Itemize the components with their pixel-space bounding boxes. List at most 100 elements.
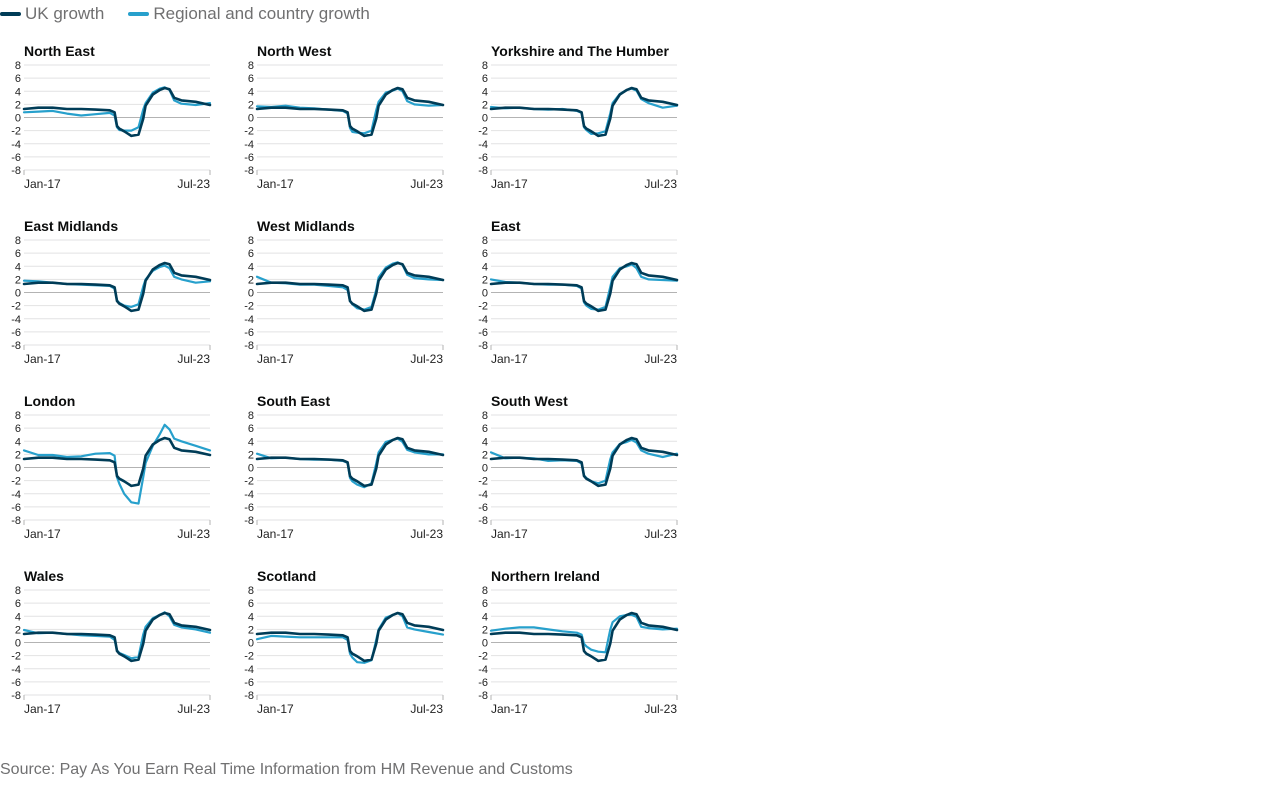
y-tick-label: 0: [248, 288, 254, 300]
panel-title: Scotland: [257, 568, 316, 584]
y-tick-label: -4: [244, 139, 254, 151]
y-tick-label: 2: [482, 99, 488, 111]
y-tick-label: -2: [478, 651, 488, 663]
regional-growth-line: [489, 613, 679, 654]
y-tick-label: 8: [248, 585, 254, 597]
y-tick-label: -8: [11, 340, 21, 352]
panel-title: Yorkshire and The Humber: [491, 43, 669, 59]
panel-title: Northern Ireland: [491, 568, 600, 584]
y-tick-label: 0: [15, 288, 21, 300]
uk-growth-line: [255, 86, 445, 138]
panel-title: East: [491, 218, 521, 234]
regional-growth-line: [22, 423, 212, 505]
y-tick-label: -4: [478, 664, 488, 676]
legend-item-uk-growth[interactable]: UK growth: [0, 4, 104, 24]
y-tick-label: -2: [478, 301, 488, 313]
y-tick-label: 0: [248, 113, 254, 125]
y-tick-label: 2: [15, 274, 21, 286]
y-tick-label: 6: [248, 248, 254, 260]
y-tick-label: 0: [15, 463, 21, 475]
uk-growth-line: [22, 611, 212, 663]
y-tick-label: 2: [248, 449, 254, 461]
y-tick-label: -4: [244, 664, 254, 676]
y-tick-label: -2: [11, 651, 21, 663]
y-tick-label: -8: [11, 165, 21, 177]
y-tick-label: -6: [478, 677, 488, 689]
x-tick-label: Jan-17: [24, 527, 61, 541]
legend-swatch-regional-growth: [128, 12, 150, 16]
y-tick-label: -6: [11, 502, 21, 514]
y-tick-label: 2: [15, 99, 21, 111]
panel-title: London: [24, 393, 75, 409]
y-tick-label: 4: [482, 86, 488, 98]
y-tick-label: 6: [248, 423, 254, 435]
y-tick-label: 0: [482, 113, 488, 125]
y-tick-label: 2: [248, 99, 254, 111]
y-tick-label: -6: [478, 152, 488, 164]
y-tick-label: -8: [244, 165, 254, 177]
y-tick-label: -8: [11, 515, 21, 527]
y-tick-label: 0: [482, 463, 488, 475]
y-tick-label: 8: [482, 235, 488, 247]
x-tick-label: Jan-17: [257, 527, 294, 541]
chart-legend: UK growth Regional and country growth: [0, 3, 394, 25]
y-tick-label: -2: [244, 301, 254, 313]
y-tick-label: -4: [478, 139, 488, 151]
legend-swatch-uk-growth: [0, 12, 21, 16]
x-tick-label: Jan-17: [24, 702, 61, 716]
y-tick-label: 6: [482, 248, 488, 260]
y-tick-label: 2: [482, 449, 488, 461]
panel-title: Wales: [24, 568, 64, 584]
y-tick-label: -6: [244, 502, 254, 514]
panel-title: East Midlands: [24, 218, 118, 234]
uk-growth-line: [255, 261, 445, 313]
y-tick-label: -2: [11, 476, 21, 488]
y-tick-label: -4: [11, 314, 21, 326]
x-tick-label: Jan-17: [257, 177, 294, 191]
legend-label-regional-growth: Regional and country growth: [153, 4, 370, 23]
y-tick-label: 0: [482, 288, 488, 300]
y-tick-label: 8: [482, 585, 488, 597]
y-tick-label: -4: [244, 314, 254, 326]
regional-growth-line: [255, 611, 445, 664]
x-tick-label: Jul-23: [410, 352, 443, 366]
y-tick-label: 4: [482, 611, 488, 623]
y-tick-label: 8: [15, 60, 21, 72]
legend-item-regional-growth[interactable]: Regional and country growth: [128, 4, 370, 24]
y-tick-label: 6: [482, 73, 488, 85]
y-tick-label: 4: [482, 436, 488, 448]
y-tick-label: 8: [482, 410, 488, 422]
y-tick-label: -8: [478, 165, 488, 177]
x-tick-label: Jan-17: [491, 352, 528, 366]
y-tick-label: -4: [478, 489, 488, 501]
panel-title: South West: [491, 393, 568, 409]
uk-growth-line: [489, 261, 679, 313]
y-tick-label: 2: [248, 624, 254, 636]
y-tick-label: 6: [482, 423, 488, 435]
y-tick-label: -6: [11, 677, 21, 689]
y-tick-label: -8: [478, 340, 488, 352]
y-tick-label: 4: [15, 86, 21, 98]
y-tick-label: 0: [248, 638, 254, 650]
y-tick-label: -8: [11, 690, 21, 702]
y-tick-label: 4: [248, 261, 254, 273]
y-tick-label: 4: [248, 611, 254, 623]
x-tick-label: Jan-17: [257, 702, 294, 716]
y-tick-label: -6: [478, 327, 488, 339]
y-tick-label: 4: [15, 261, 21, 273]
y-tick-label: 4: [15, 436, 21, 448]
y-tick-label: -6: [11, 327, 21, 339]
x-tick-label: Jul-23: [410, 177, 443, 191]
y-tick-label: -8: [478, 515, 488, 527]
uk-growth-line: [489, 436, 679, 488]
y-tick-label: 6: [15, 598, 21, 610]
uk-growth-line: [22, 436, 212, 488]
uk-growth-line: [489, 611, 679, 663]
y-tick-label: 6: [15, 73, 21, 85]
y-tick-label: 0: [15, 113, 21, 125]
